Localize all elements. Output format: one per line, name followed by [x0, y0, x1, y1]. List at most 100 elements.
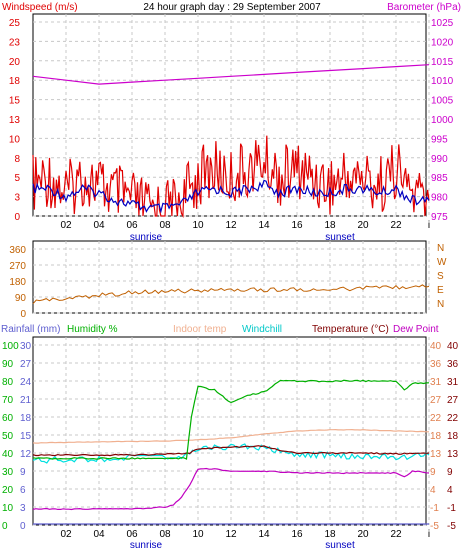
x-tick-label: 16	[291, 220, 303, 231]
wind-direction-line	[32, 284, 430, 305]
x-tick-label: 06	[126, 529, 138, 540]
direction-tick-label: 0	[20, 309, 26, 320]
x-tick-label: 18	[324, 529, 336, 540]
panel-temp-frame	[32, 336, 427, 526]
x-tick-label: 06	[126, 220, 138, 231]
x-tick-label: 04	[93, 529, 105, 540]
windchill-line	[32, 443, 430, 464]
dewpoint-line	[32, 467, 430, 511]
humidity-tick-label: 20	[2, 485, 14, 496]
sunset-label-2: sunset	[325, 540, 355, 551]
x-tick-label: 20	[357, 220, 369, 231]
humidity-tick-label: 10	[2, 503, 14, 514]
barometer-tick-label: 1000	[431, 115, 454, 126]
x-tick-label: 02	[60, 529, 72, 540]
temp-tick-label-dark: 27	[447, 395, 459, 406]
windspeed-tick-label: 18	[9, 76, 21, 87]
direction-tick-label: 360	[9, 245, 26, 256]
legend-windchill: Windchill	[242, 324, 282, 335]
windspeed-line	[32, 135, 430, 219]
wind-average-line	[32, 179, 430, 214]
x-tick-label: i	[428, 220, 430, 231]
temperature-line	[32, 445, 430, 457]
temp-tick-label-dark: 36	[447, 359, 459, 370]
rainfall-tick-label: 3	[20, 503, 26, 514]
temp-tick-label-dark: 9	[447, 467, 453, 478]
barometer-tick-label: 1020	[431, 37, 454, 48]
legend-humidity: Humidity %	[67, 324, 118, 335]
temp-tick-label: -5	[430, 521, 439, 532]
rainfall-tick-label: 15	[20, 431, 32, 442]
windspeed-tick-label: 15	[9, 96, 21, 107]
temp-tick-label: 27	[430, 395, 442, 406]
windspeed-tick-label: 13	[9, 115, 21, 126]
sunrise-label-2: sunrise	[130, 540, 163, 551]
compass-tick-label: N	[437, 299, 444, 310]
windspeed-tick-label: 25	[9, 18, 21, 29]
legend-rainfall: Rainfall (mm)	[1, 324, 60, 335]
temp-tick-label-dark: 31	[447, 377, 459, 388]
rainfall-tick-label: 9	[20, 467, 26, 478]
temp-tick-label: 18	[430, 431, 442, 442]
x-tick-label: 16	[291, 529, 303, 540]
x-tick-label: 12	[225, 220, 237, 231]
barometer-axis-label: Barometer (hPa)	[387, 2, 461, 13]
humidity-line	[32, 379, 430, 460]
temp-tick-label-dark: 4	[447, 485, 453, 496]
x-tick-label: 22	[390, 220, 402, 231]
windspeed-tick-label: 3	[14, 193, 20, 204]
humidity-tick-label: 70	[2, 395, 14, 406]
temp-tick-label: 22	[430, 413, 442, 424]
humidity-tick-label: 0	[2, 521, 8, 532]
windspeed-tick-label: 5	[14, 173, 20, 184]
x-tick-label: 18	[324, 220, 336, 231]
x-tick-label: 20	[357, 529, 369, 540]
x-tick-label: 08	[159, 529, 171, 540]
rainfall-tick-label: 30	[20, 341, 32, 352]
windspeed-tick-label: 0	[14, 212, 20, 223]
temp-tick-label: 36	[430, 359, 442, 370]
temp-tick-label-dark: -5	[447, 521, 456, 532]
temp-tick-label-dark: 22	[447, 413, 459, 424]
temp-tick-label: 9	[430, 467, 436, 478]
humidity-tick-label: 50	[2, 431, 14, 442]
x-tick-label: 12	[225, 529, 237, 540]
temp-tick-label: -1	[430, 503, 439, 514]
compass-tick-label: S	[437, 271, 444, 282]
barometer-tick-label: 1005	[431, 96, 454, 107]
barometer-tick-label: 1015	[431, 57, 454, 68]
temp-tick-label-dark: 13	[447, 449, 459, 460]
rainfall-tick-label: 18	[20, 413, 32, 424]
direction-tick-label: 270	[9, 261, 26, 272]
indoor-temp-line	[32, 428, 429, 444]
barometer-tick-label: 995	[431, 134, 448, 145]
x-tick-label: 04	[93, 220, 105, 231]
temp-tick-label: 40	[430, 341, 442, 352]
panel-wind-frame	[32, 13, 427, 217]
x-tick-label: 14	[258, 220, 270, 231]
windspeed-tick-label: 8	[14, 154, 20, 165]
x-tick-label: 02	[60, 220, 72, 231]
compass-tick-label: N	[437, 243, 444, 254]
windspeed-tick-label: 20	[9, 57, 21, 68]
rainfall-tick-label: 21	[20, 395, 32, 406]
barometer-tick-label: 1010	[431, 76, 454, 87]
barometer-tick-label: 980	[431, 193, 448, 204]
barometer-line	[32, 64, 430, 85]
compass-tick-label: W	[437, 257, 447, 268]
temp-tick-label: 4	[430, 485, 436, 496]
windspeed-axis-label: Windspeed (m/s)	[2, 2, 78, 13]
temp-tick-label: 31	[430, 377, 442, 388]
temp-tick-label: 13	[430, 449, 442, 460]
barometer-tick-label: 985	[431, 173, 448, 184]
x-tick-label: 22	[390, 529, 402, 540]
humidity-tick-label: 80	[2, 377, 14, 388]
barometer-tick-label: 1025	[431, 18, 454, 29]
humidity-tick-label: 90	[2, 359, 14, 370]
x-tick-label: 10	[192, 220, 204, 231]
x-tick-label: i	[428, 529, 430, 540]
direction-tick-label: 90	[15, 293, 27, 304]
x-tick-label: 08	[159, 220, 171, 231]
barometer-tick-label: 975	[431, 212, 448, 223]
